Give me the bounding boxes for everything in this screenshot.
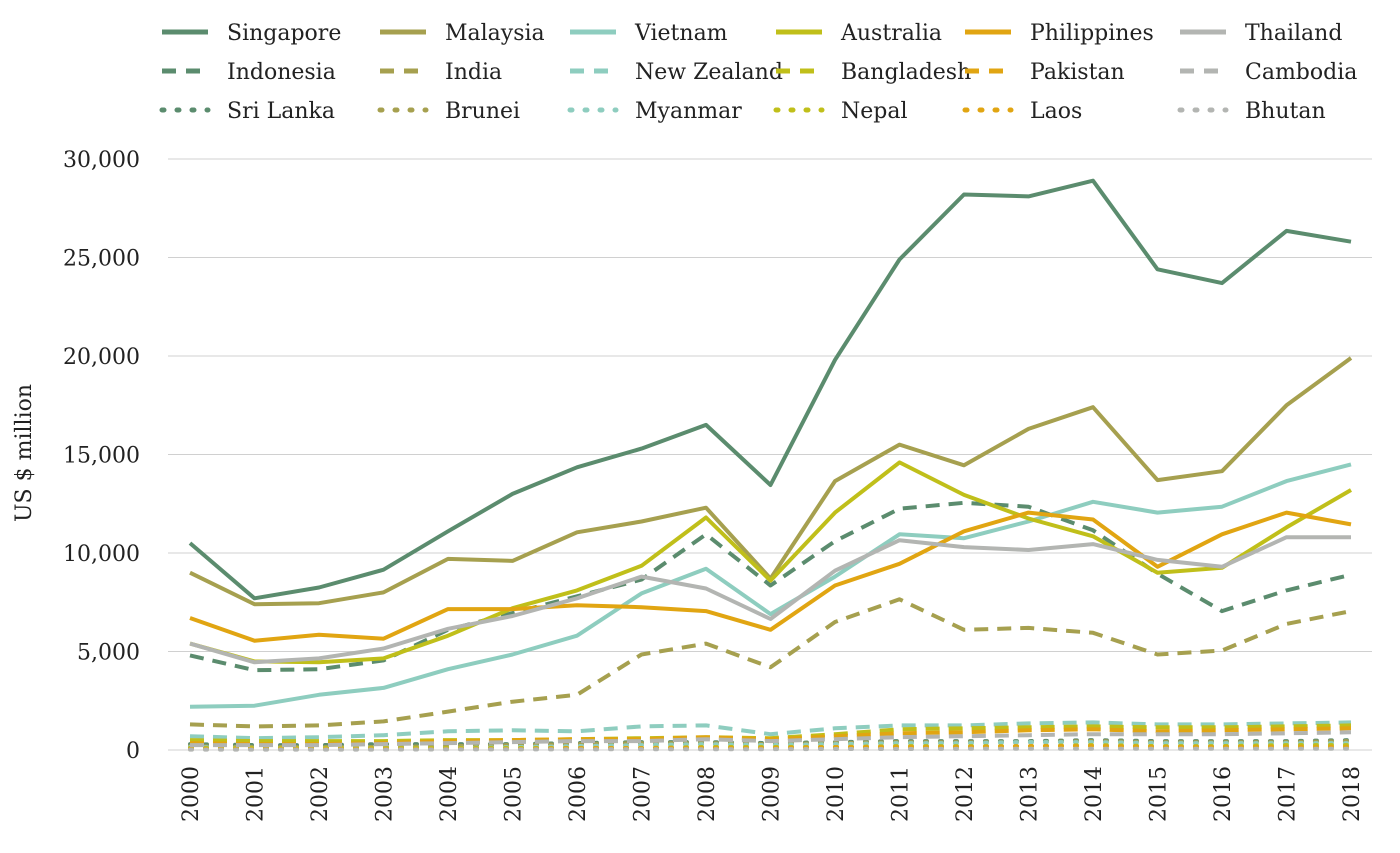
legend-item-indonesia: Indonesia [162, 60, 336, 85]
legend-item-philippines: Philippines [965, 21, 1154, 46]
x-tick-label: 2003 [373, 766, 398, 822]
legend-item-pakistan: Pakistan [965, 60, 1125, 85]
series-line-indonesia [189, 500, 1352, 673]
x-tick-label: 2000 [179, 766, 204, 822]
legend-item-thailand: Thailand [1180, 21, 1342, 46]
legend-label: Australia [840, 21, 942, 46]
series-line-new-zealand [189, 720, 1352, 741]
y-tick-label: 15,000 [63, 444, 140, 469]
x-tick-label: 2009 [760, 766, 785, 822]
legend-label: Indonesia [227, 60, 336, 85]
x-tick-label: 2006 [566, 766, 591, 822]
x-tick-label: 2017 [1276, 766, 1301, 822]
legend-label: Singapore [227, 21, 341, 46]
y-tick-label: 30,000 [63, 148, 140, 173]
legend-item-nepal: Nepal [773, 99, 908, 124]
legend-label: India [445, 60, 502, 85]
y-axis-label: US $ million [12, 384, 37, 522]
series-line-cambodia [190, 730, 1352, 748]
y-tick-label: 10,000 [63, 542, 140, 567]
chart-gridlines [168, 158, 1372, 751]
x-tick-label: 2015 [1147, 766, 1172, 822]
x-tick-label: 2011 [889, 766, 914, 822]
y-tick-label: 5,000 [77, 641, 140, 666]
y-tick-label: 0 [126, 739, 140, 764]
x-tick-label: 2002 [308, 766, 333, 822]
legend-item-sri-lanka: Sri Lanka [159, 99, 335, 124]
legend-label: Malaysia [445, 21, 545, 46]
chart-legend: Singapore Malaysia Vietnam Australia Philipp… [159, 21, 1357, 124]
series-line-bhutan [188, 746, 1353, 752]
x-tick-label: 2014 [1082, 766, 1107, 822]
legend-label: Laos [1030, 99, 1082, 124]
series-line-india [189, 597, 1352, 729]
chart-series [188, 178, 1353, 752]
x-tick-label: 2008 [695, 766, 720, 822]
legend-item-malaysia: Malaysia [380, 21, 545, 46]
legend-label: Vietnam [634, 21, 728, 46]
x-tick-label: 2005 [502, 766, 527, 822]
legend-label: Myanmar [635, 99, 742, 124]
series-line-thailand [189, 535, 1351, 665]
legend-label: Nepal [841, 99, 908, 124]
legend-item-india: India [380, 60, 502, 85]
x-axis-ticks: 2000 2001 2002 2003 2004 2005 2006 2007 2008 2009… [179, 766, 1365, 822]
x-tick-label: 2012 [953, 766, 978, 822]
series-line-philippines [189, 510, 1352, 643]
x-tick-label: 2010 [824, 766, 849, 822]
x-tick-label: 2018 [1340, 766, 1365, 822]
legend-item-cambodia: Cambodia [1180, 60, 1357, 85]
series-line-laos [188, 744, 1353, 751]
y-tick-label: 20,000 [63, 345, 140, 370]
legend-item-new-zealand: New Zealand [570, 60, 783, 85]
legend-item-australia: Australia [776, 21, 942, 46]
x-tick-label: 2013 [1018, 766, 1043, 822]
series-line-singapore [188, 178, 1352, 601]
legend-label: Sri Lanka [227, 99, 335, 124]
legend-label: Brunei [445, 99, 520, 124]
legend-item-bangladesh: Bangladesh [776, 60, 971, 85]
legend-item-singapore: Singapore [162, 21, 341, 46]
series-line-vietnam [189, 462, 1352, 709]
legend-label: Philippines [1030, 21, 1154, 46]
legend-label: Pakistan [1030, 60, 1125, 85]
legend-item-bhutan: Bhutan [1177, 99, 1326, 124]
series-line-australia [189, 460, 1353, 665]
legend-label: Thailand [1245, 21, 1342, 46]
y-axis-ticks: 0 5,000 10,000 15,000 20,000 25,000 30,000 [63, 148, 140, 764]
x-tick-label: 2001 [244, 766, 269, 822]
x-tick-label: 2016 [1211, 766, 1236, 822]
x-tick-label: 2007 [631, 766, 656, 822]
legend-label: Cambodia [1245, 60, 1357, 85]
legend-label: Bhutan [1245, 99, 1326, 124]
legend-label: Bangladesh [841, 60, 971, 85]
legend-item-vietnam: Vietnam [570, 21, 728, 46]
legend-item-brunei: Brunei [377, 99, 520, 124]
y-tick-label: 25,000 [63, 247, 140, 272]
legend-item-myanmar: Myanmar [567, 99, 742, 124]
x-tick-label: 2004 [437, 766, 462, 822]
legend-item-laos: Laos [962, 99, 1082, 124]
legend-label: New Zealand [635, 60, 783, 85]
